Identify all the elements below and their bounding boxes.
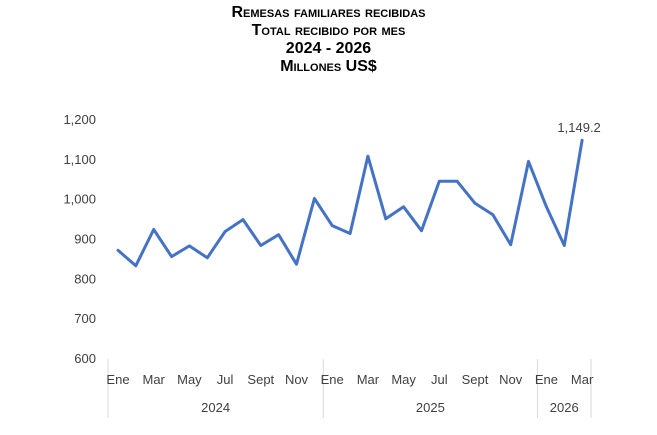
month-label: Ene	[321, 372, 344, 387]
y-tick-label: 1,100	[63, 152, 96, 167]
y-tick-label: 900	[74, 232, 96, 247]
chart-title-line-1: Remesas familiares recibidas	[231, 4, 426, 21]
month-label: Mar	[571, 372, 594, 387]
month-label: May	[391, 372, 416, 387]
chart-title-block: Remesas familiares recibidas Total recib…	[0, 4, 657, 76]
y-tick-label: 800	[74, 271, 96, 286]
y-tick-label: 600	[74, 351, 96, 366]
month-label: Sept	[462, 372, 489, 387]
chart-title-line-2: Total recibido por mes	[251, 22, 406, 39]
month-label: May	[177, 372, 202, 387]
chart-title-line-4: Millones US$	[280, 58, 377, 75]
year-label: 2024	[201, 400, 230, 415]
month-label: Mar	[143, 372, 166, 387]
month-label: Jul	[431, 372, 448, 387]
month-label: Sept	[247, 372, 274, 387]
month-label: Mar	[357, 372, 380, 387]
y-tick-label: 700	[74, 311, 96, 326]
year-label: 2026	[550, 400, 579, 415]
month-label: Nov	[499, 372, 523, 387]
month-label: Nov	[285, 372, 309, 387]
y-tick-label: 1,200	[63, 112, 96, 127]
month-label: Ene	[535, 372, 558, 387]
year-label: 2025	[416, 400, 445, 415]
month-label: Ene	[106, 372, 129, 387]
y-tick-label: 1,000	[63, 192, 96, 207]
series-line	[116, 138, 584, 268]
month-label: Jul	[217, 372, 234, 387]
chart-title-line-3: 2024 - 2026	[285, 40, 372, 57]
data-label: 1,149.2	[557, 120, 600, 135]
